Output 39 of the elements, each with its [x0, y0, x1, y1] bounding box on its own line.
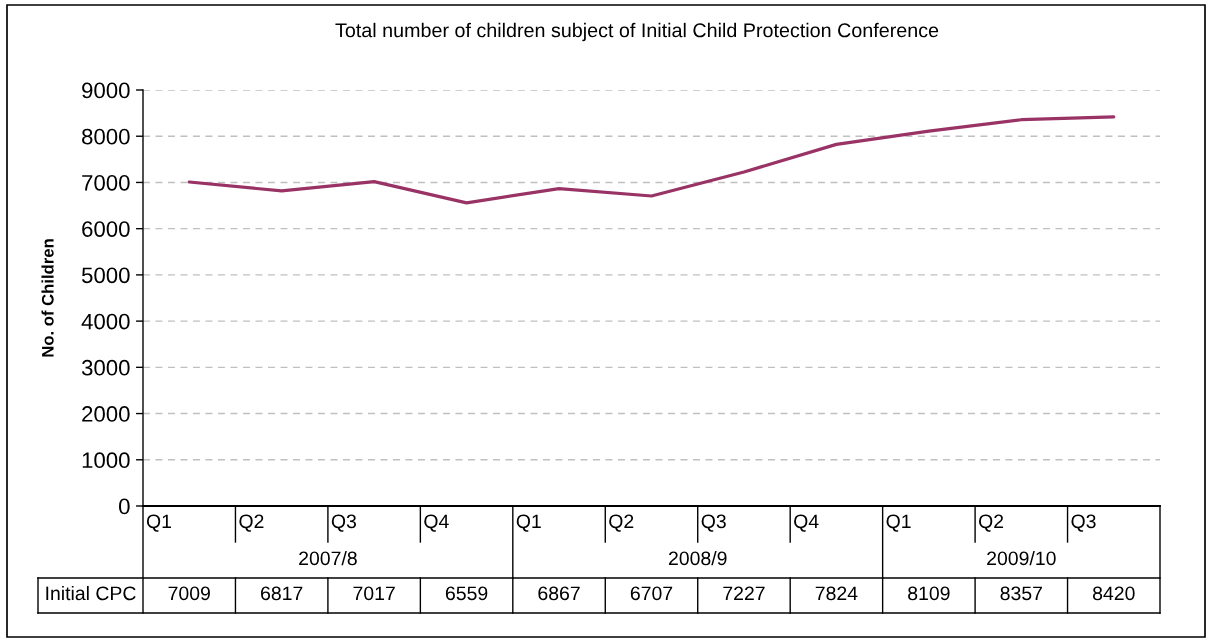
y-tick-label: 9000	[82, 82, 130, 99]
line-series	[187, 115, 1116, 205]
chart-title: Total number of children subject of Initial Child Protection Conference	[335, 22, 939, 42]
y-tick-label: 8000	[82, 128, 130, 145]
y-tick-label: 2000	[82, 406, 130, 422]
x-tick-label: Q2	[979, 514, 1004, 532]
data-label: 7009	[168, 586, 210, 601]
x-tick-label: Q1	[886, 514, 911, 532]
y-tick-label: 0	[119, 498, 130, 515]
text: 2008/9	[668, 550, 727, 566]
data-label: 7824	[815, 586, 858, 601]
data-label: 8357	[1000, 586, 1042, 601]
y-axis-title: No. of Children	[41, 239, 54, 357]
y-tick-label: 6000	[82, 221, 130, 237]
data-label: 6559	[445, 586, 488, 601]
data-label: 7017	[353, 586, 395, 601]
x-tick-label: Q1	[146, 514, 171, 532]
data-label: 6707	[630, 586, 673, 601]
x-tick-label: Q1	[516, 514, 541, 532]
y-tick-label: 4000	[81, 313, 130, 330]
y-tick-label: 7000	[82, 174, 130, 191]
x-tick-label: Q4	[794, 514, 819, 532]
x-tick-label: Q3	[1071, 514, 1096, 532]
data-label: 8420	[1092, 586, 1135, 601]
x-tick-label: Q2	[609, 514, 634, 532]
text: 2009/10	[987, 550, 1056, 566]
y-tick-label: 1000	[82, 452, 130, 469]
x-tick-label: Q4	[424, 514, 449, 532]
x-tick-label: Q3	[701, 514, 726, 532]
y-tick-label: 5000	[81, 267, 130, 284]
text: 2007/8	[299, 550, 357, 566]
data-label: 7227	[723, 586, 765, 601]
data-label: 6817	[261, 586, 303, 601]
data-label: 6867	[538, 586, 580, 601]
text: Initial CPC	[46, 585, 136, 601]
x-tick-label: Q2	[239, 514, 264, 532]
x-tick-label: Q3	[331, 514, 356, 532]
data-label: 8109	[908, 586, 950, 601]
y-tick-label: 3000	[81, 359, 130, 376]
